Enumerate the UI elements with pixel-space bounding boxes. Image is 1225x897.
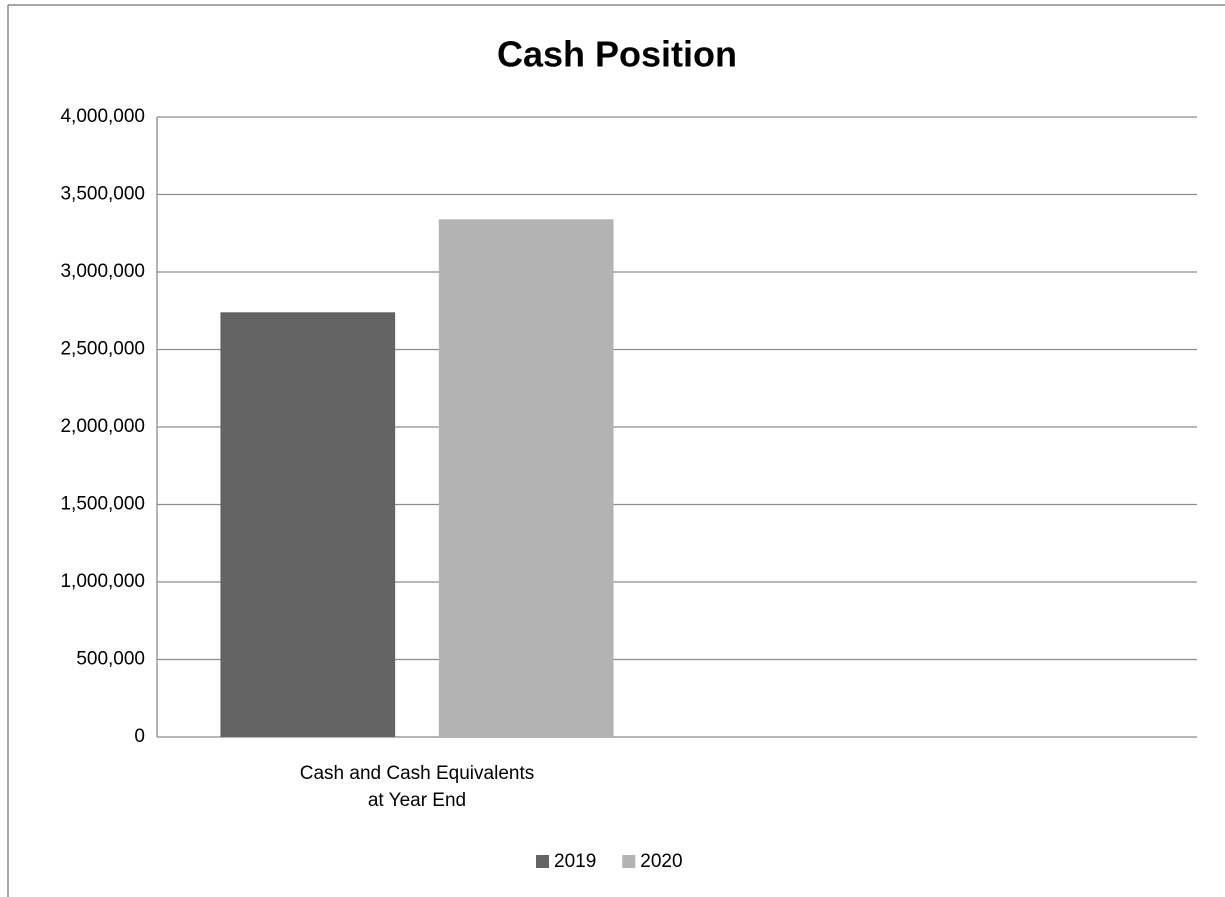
y-tick-label: 1,000,000 [60,571,145,592]
y-tick-label: 4,000,000 [60,106,145,127]
y-tick-label: 0 [134,726,145,747]
y-tick-label: 500,000 [76,649,145,670]
bar [438,219,614,738]
y-tick-label: 1,500,000 [60,494,145,515]
legend-swatch [622,855,636,868]
y-tick-label: 2,000,000 [60,416,145,437]
bar [220,312,396,737]
x-tick-label: Cash and Cash Equivalents at Year End [299,763,535,811]
y-tick-label: 3,500,000 [60,184,145,205]
y-tick-label: 3,000,000 [60,261,145,282]
legend-swatch [536,855,549,868]
y-tick-label: 2,500,000 [60,339,145,360]
legend-label: 2019 [554,851,596,872]
legend-label: 2020 [640,851,682,872]
chart-title: Cash Position [497,34,737,75]
